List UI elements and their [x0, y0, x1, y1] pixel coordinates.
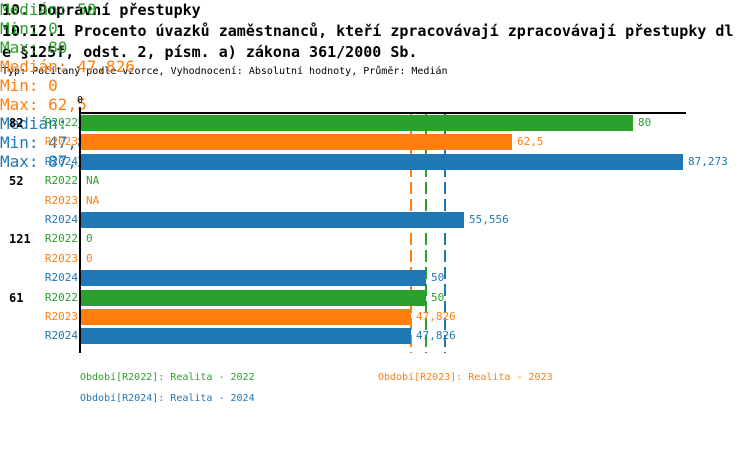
value-label-na: NA [86, 174, 100, 187]
legend-item-r2023: Období[R2023]: Realita - 2023 [378, 372, 553, 383]
bar-r2023 [81, 309, 411, 325]
bar-r2022 [81, 290, 426, 306]
bar-value-label: 80 [638, 116, 652, 129]
bar-value-label: 55,556 [469, 213, 509, 226]
legend-item-r2022: Období[R2022]: Realita - 2022 [80, 372, 255, 383]
bar-value-label: 50 [431, 291, 445, 304]
stat-max-r2022: Max: 80 [0, 38, 68, 57]
bar-value-label: 47,826 [416, 329, 456, 342]
bar-r2024 [81, 328, 411, 344]
chart-subtitle-line2: e §125f, odst. 2, písm. a) zákona 361/20… [2, 43, 418, 61]
stat-median-r2022: Medián: 50 [0, 0, 97, 19]
value-label-zero: 0 [86, 252, 93, 265]
bar-r2024 [81, 154, 683, 170]
median-line-r2024 [444, 114, 446, 353]
row-label-r2022: R2022 [44, 174, 78, 187]
group-label-121: 121 [9, 232, 31, 246]
bar-r2022 [81, 115, 633, 131]
x-axis-line [79, 112, 686, 114]
row-label-r2024: R2024 [44, 213, 78, 226]
legend-item-r2024: Období[R2024]: Realita - 2024 [80, 393, 255, 404]
group-label-82: 82 [9, 116, 24, 130]
row-label-r2023: R2023 [44, 252, 78, 265]
stat-min-r2022: Min: 0 [0, 19, 58, 38]
value-label-na: NA [86, 194, 100, 207]
row-label-r2022: R2022 [44, 291, 78, 304]
row-label-r2022: R2022 [44, 116, 78, 129]
bar-value-label: 87,273 [688, 155, 728, 168]
row-label-r2024: R2024 [44, 329, 78, 342]
row-label-r2023: R2023 [44, 194, 78, 207]
chart-subtitle-line1: 10.12.1 Procento úvazků zaměstnanců, kte… [2, 22, 734, 40]
median-line-r2022 [425, 114, 427, 353]
bar-r2023 [81, 134, 512, 150]
row-label-r2023: R2023 [44, 135, 78, 148]
row-label-r2024: R2024 [44, 155, 78, 168]
y-axis-line [79, 107, 81, 353]
group-label-61: 61 [9, 291, 24, 305]
x-axis-tick-zero: 0 [76, 95, 84, 106]
row-label-r2022: R2022 [44, 232, 78, 245]
stat-max-r2023: Max: 62,5 [0, 95, 87, 114]
chart-title: 10. Dopravní přestupky [2, 1, 201, 19]
row-label-r2024: R2024 [44, 271, 78, 284]
stat-min-r2023: Min: 0 [0, 76, 58, 95]
bar-value-label: 62,5 [517, 135, 544, 148]
median-line-r2023 [410, 114, 412, 353]
row-label-r2023: R2023 [44, 310, 78, 323]
chart-meta-line: Typ: Počítaný podle vzorce, Vyhodnocení:… [2, 66, 448, 77]
bar-r2024 [81, 270, 426, 286]
bar-value-label: 47,826 [416, 310, 456, 323]
group-label-52: 52 [9, 174, 24, 188]
stat-median-r2023: Medián: 47,826 [0, 57, 135, 76]
bar-r2024 [81, 212, 464, 228]
bar-value-label: 50 [431, 271, 445, 284]
value-label-zero: 0 [86, 232, 93, 245]
